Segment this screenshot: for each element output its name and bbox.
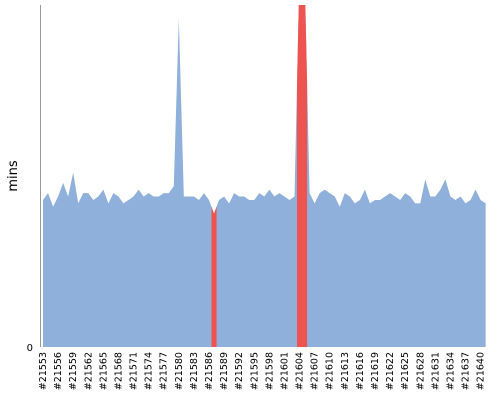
x-tick-label: #21610 (325, 352, 336, 390)
x-tick-label: #21616 (355, 352, 366, 390)
x-tick-label: #21640 (476, 352, 487, 390)
area (43, 5, 486, 347)
x-tick-label: #21589 (219, 352, 230, 390)
y-tick-label: 0 (27, 343, 33, 354)
failed-build (297, 5, 303, 347)
x-tick-label: #21625 (400, 352, 411, 390)
x-tick-label: #21604 (295, 352, 306, 390)
x-tick-label: #21601 (279, 352, 290, 390)
x-tick-label: #21619 (370, 352, 381, 390)
x-tick-label: #21622 (385, 352, 396, 390)
x-tick-label: #21637 (461, 352, 472, 390)
x-tick-label: #21553 (38, 352, 49, 390)
x-tick-label: #21556 (53, 352, 64, 390)
x-tick-label: #21607 (310, 352, 321, 390)
failed-build (211, 206, 217, 347)
x-tick-label: #21568 (113, 352, 124, 390)
x-tick-label: #21574 (144, 352, 155, 390)
x-tick-label: #21628 (415, 352, 426, 390)
x-tick-label: #21631 (430, 352, 441, 390)
x-tick-label: #21586 (204, 352, 215, 390)
x-tick-label: #21562 (83, 352, 94, 390)
x-tick-label: #21595 (249, 352, 260, 390)
x-tick-label: #21592 (234, 352, 245, 390)
failed-build (302, 5, 308, 347)
x-tick-label: #21565 (98, 352, 109, 390)
y-axis-label: mins (6, 160, 21, 192)
x-tick-label: #21583 (189, 352, 200, 390)
x-tick-label: #21559 (68, 352, 79, 390)
plot-area (43, 5, 486, 347)
x-tick-label: #21613 (340, 352, 351, 390)
x-tick-label: #21580 (174, 352, 185, 390)
x-tick-label: #21634 (445, 352, 456, 390)
x-tick-label: #21571 (129, 352, 140, 390)
x-tick-label: #21577 (159, 352, 170, 390)
x-tick-label: #21598 (264, 352, 275, 390)
